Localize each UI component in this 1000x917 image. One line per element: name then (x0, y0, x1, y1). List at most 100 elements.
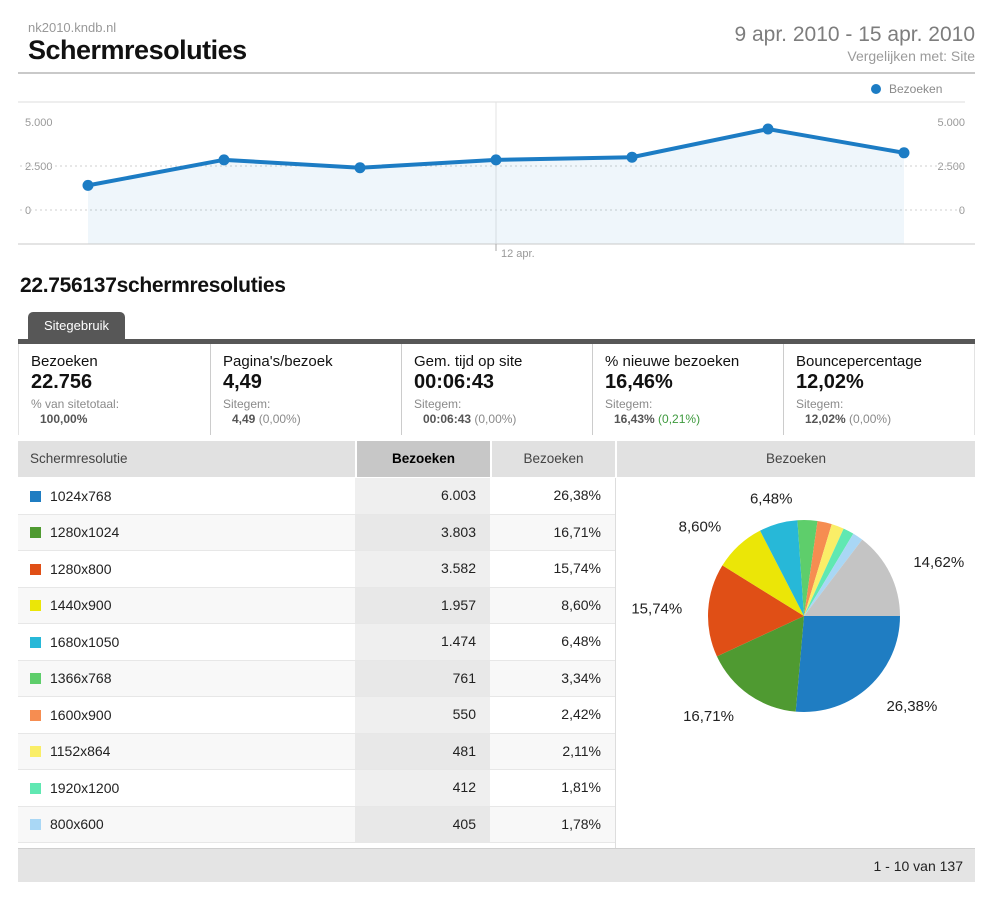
table-rows: 1024x768 6.003 26,38% 1280x1024 3.803 16… (18, 478, 615, 848)
visits-cell: 481 (355, 733, 490, 770)
pie-slice (708, 565, 804, 657)
resolution-cell[interactable]: 1280x800 (18, 551, 355, 587)
series-color-swatch-icon (30, 819, 41, 831)
series-color-swatch-icon (30, 709, 41, 721)
x-axis-label: 12 apr. (501, 248, 535, 260)
col-header-bezoeken-pct[interactable]: Bezoeken (492, 441, 615, 478)
series-color-swatch-icon (30, 636, 41, 648)
resolution-label: 1680x1050 (50, 633, 120, 650)
tab-bar: Sitegebruik (28, 312, 975, 341)
trend-chart-svg: Bezoeken 5.000 2.500 0 5.000 2.500 0 12 … (18, 82, 975, 260)
table-row: 1920x1200 412 1,81% (18, 770, 615, 807)
visits-pct-cell: 15,74% (553, 560, 601, 577)
ytick-right-0: 0 (959, 205, 965, 217)
series-color-swatch-icon (30, 563, 41, 575)
visits-cell: 550 (355, 697, 490, 733)
resolution-cell[interactable]: 1600x900 (18, 697, 355, 733)
pie-slice (716, 616, 804, 712)
stat-nieuwe-bezoeken: % nieuwe bezoeken 16,46% Sitegem: 16,43%… (592, 344, 783, 436)
pie-slice (804, 524, 844, 617)
series-color-swatch-icon (30, 746, 41, 758)
page-title: Schermresoluties (28, 35, 247, 65)
visits-pct-cell: 3,34% (561, 669, 601, 686)
resolution-label: 1366x768 (50, 670, 112, 687)
legend-dot-icon (871, 84, 881, 95)
pie-slice (804, 540, 900, 617)
resolution-cell[interactable]: 1280x1024 (18, 515, 355, 551)
table-row: 1280x800 3.582 15,74% (18, 551, 615, 588)
visits-pct-cell: 2,11% (562, 742, 601, 759)
site-name: nk2010.kndb.nl (28, 20, 117, 35)
resolution-label: 1600x900 (50, 706, 112, 723)
pie-slice (722, 530, 804, 617)
resolution-label: 1920x1200 (50, 779, 120, 796)
compare-to-label: Vergelijken met: Site (847, 48, 975, 65)
resolutions-table: Schermresolutie Bezoeken Bezoeken Bezoek… (18, 441, 975, 883)
report-header: nk2010.kndb.nl Schermresoluties 9 apr. 2… (18, 18, 975, 75)
pie-slice-label: 16,71% (683, 708, 734, 725)
visits-cell: 3.803 (355, 514, 490, 551)
pie-slice-label: 8,60% (679, 519, 722, 536)
pie-slice-label: 6,48% (750, 491, 793, 508)
resolution-label: 1440x900 (50, 597, 112, 614)
series-color-swatch-icon (30, 782, 41, 794)
pie-slice (804, 521, 832, 617)
stat-gem-tijd: Gem. tijd op site 00:06:43 Sitegem: 00:0… (401, 344, 592, 436)
ytick-right-5000: 5.000 (937, 117, 965, 129)
resolution-cell[interactable]: 800x600 (18, 807, 355, 843)
series-color-swatch-icon (30, 490, 41, 502)
resolution-cell[interactable]: 1152x864 (18, 734, 355, 770)
visits-pct-cell: 1,78% (561, 815, 601, 832)
resolution-cell[interactable]: 1366x768 (18, 661, 355, 697)
visits-pie-chart: 26,38% 16,71% 15,74% 8,60% 6,48% 14,62% (615, 478, 975, 849)
resolution-cell[interactable]: 1440x900 (18, 588, 355, 624)
stat-bouncepercentage: Bouncepercentage 12,02% Sitegem: 12,02% … (783, 344, 974, 436)
resolution-label: 1280x1024 (50, 524, 120, 541)
visits-cell: 1.957 (355, 587, 490, 624)
table-row: 1680x1050 1.474 6,48% (18, 624, 615, 661)
pie-slice (804, 533, 863, 617)
ytick-left-0: 0 (25, 205, 31, 217)
visits-cell: 761 (355, 660, 490, 697)
resolution-label: 1280x800 (50, 560, 112, 577)
visits-pct-cell: 6,48% (561, 633, 601, 650)
pie-slice-label: 26,38% (886, 698, 937, 715)
visits-pct-cell: 26,38% (553, 487, 601, 504)
ytick-left-2500: 2.500 (25, 161, 53, 173)
table-row: 1152x864 481 2,11% (18, 733, 615, 771)
col-header-schermresolutie[interactable]: Schermresolutie (18, 441, 355, 478)
table-row: 1366x768 761 3,34% (18, 660, 615, 698)
pie-slice (804, 528, 854, 617)
date-range-selector[interactable]: 9 apr. 2010 - 15 apr. 2010 (734, 23, 975, 47)
tab-bar-underline (18, 339, 975, 345)
visits-cell: 3.582 (355, 551, 490, 587)
resolution-label: 1152x864 (50, 743, 111, 760)
pagination-status: 1 - 10 van 137 (18, 848, 975, 883)
trend-plot-series (20, 102, 965, 245)
table-row: 1440x900 1.957 8,60% (18, 587, 615, 625)
stat-paginas-bezoek: Pagina's/bezoek 4,49 Sitegem: 4,49 (0,00… (210, 344, 401, 436)
visits-pct-cell: 16,71% (553, 523, 601, 540)
visits-pct-cell: 2,42% (561, 706, 601, 723)
visits-trend-chart: Bezoeken 5.000 2.500 0 5.000 2.500 0 12 … (18, 74, 975, 264)
table-row: 1600x900 550 2,42% (18, 697, 615, 734)
ytick-right-2500: 2.500 (937, 161, 965, 173)
legend-label: Bezoeken (889, 82, 942, 96)
resolution-cell[interactable]: 1920x1200 (18, 770, 355, 806)
series-color-swatch-icon (30, 673, 41, 685)
ytick-left-5000: 5.000 (25, 117, 53, 129)
col-header-bezoeken-pie[interactable]: Bezoeken (617, 441, 975, 478)
resolution-cell[interactable]: 1680x1050 (18, 624, 355, 660)
tab-sitegebruik[interactable]: Sitegebruik (28, 312, 126, 341)
series-color-swatch-icon (30, 600, 41, 612)
resolution-cell[interactable]: 1024x768 (18, 478, 355, 514)
table-header-row: Schermresolutie Bezoeken Bezoeken Bezoek… (18, 441, 975, 478)
series-color-swatch-icon (30, 527, 41, 539)
pie-chart-svg: 26,38% 16,71% 15,74% 8,60% 6,48% 14,62% (631, 491, 964, 725)
pie-slice (795, 616, 900, 713)
resolution-label: 800x600 (50, 816, 104, 833)
col-header-bezoeken-sorted[interactable]: Bezoeken (357, 441, 490, 478)
visits-cell: 6.003 (355, 478, 490, 514)
table-row: 1280x1024 3.803 16,71% (18, 514, 615, 552)
pie-slice-label: 15,74% (631, 601, 682, 618)
